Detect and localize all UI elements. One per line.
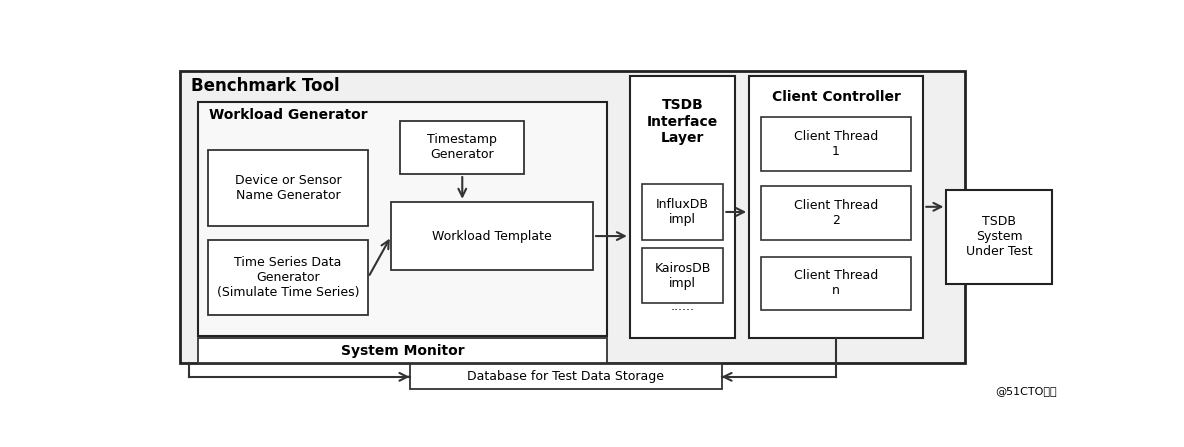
Text: Device or Sensor
Name Generator: Device or Sensor Name Generator [234, 174, 341, 202]
Text: Workload Generator: Workload Generator [210, 108, 368, 122]
Bar [642, 185, 723, 240]
Text: Client Thread
2: Client Thread 2 [793, 199, 877, 227]
Text: Client Controller: Client Controller [772, 90, 901, 104]
Text: KairosDB
impl: KairosDB impl [655, 261, 710, 290]
Text: Client Thread
n: Client Thread n [793, 270, 877, 297]
Bar [749, 76, 924, 337]
Text: @51CTO博客: @51CTO博客 [995, 386, 1056, 396]
Bar [400, 121, 525, 174]
Bar [180, 71, 965, 363]
Bar [199, 102, 607, 336]
Bar [410, 364, 721, 389]
Text: TSDB
System
Under Test: TSDB System Under Test [966, 215, 1032, 258]
Text: TSDB
Interface
Layer: TSDB Interface Layer [646, 98, 719, 145]
Text: Time Series Data
Generator
(Simulate Time Series): Time Series Data Generator (Simulate Tim… [217, 256, 359, 299]
Bar [761, 117, 910, 171]
Text: ......: ...... [670, 300, 695, 313]
Text: Workload Template: Workload Template [432, 230, 552, 243]
Bar [642, 248, 723, 303]
Bar [207, 240, 368, 315]
Text: System Monitor: System Monitor [341, 343, 464, 358]
Text: Client Thread
1: Client Thread 1 [793, 130, 877, 158]
Text: Benchmark Tool: Benchmark Tool [191, 77, 340, 95]
Bar [761, 257, 910, 310]
Bar [946, 190, 1051, 284]
Bar [630, 76, 735, 337]
Bar [207, 150, 368, 226]
Bar [391, 202, 593, 270]
Bar [199, 337, 607, 363]
Text: InfluxDB
impl: InfluxDB impl [656, 198, 709, 226]
Text: ......: ...... [824, 267, 848, 280]
Text: Timestamp
Generator: Timestamp Generator [427, 134, 497, 161]
Text: Database for Test Data Storage: Database for Test Data Storage [466, 370, 664, 384]
Bar [761, 186, 910, 240]
